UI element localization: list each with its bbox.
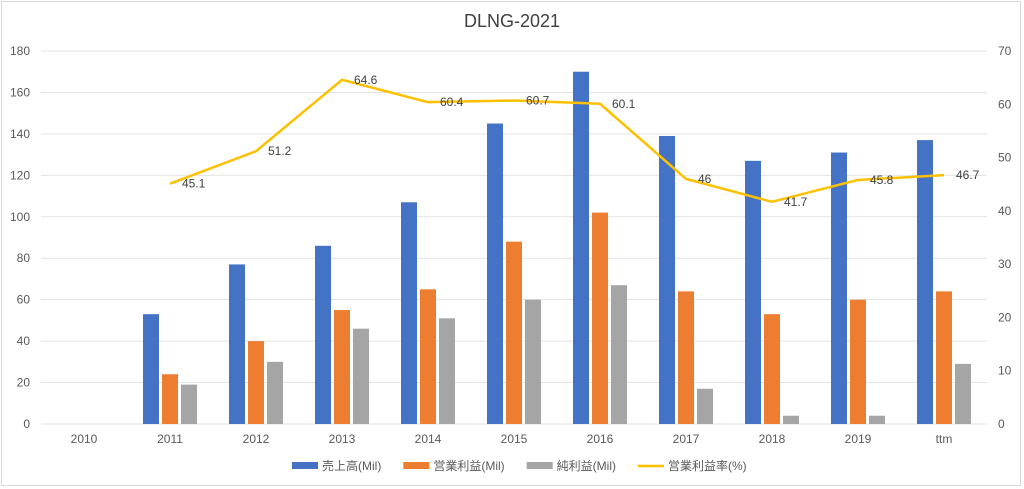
- y-left-tick-label: 160: [10, 85, 30, 99]
- x-tick-label: 2014: [415, 432, 442, 446]
- bar: [936, 291, 952, 424]
- bar: [831, 152, 847, 425]
- bar: [869, 415, 885, 424]
- bar: [678, 291, 694, 424]
- bar: [334, 310, 350, 424]
- bar: [439, 318, 455, 424]
- legend-label: 営業利益(Mil): [433, 459, 504, 473]
- data-label: 60.4: [440, 95, 464, 109]
- bar: [764, 314, 780, 424]
- y-left-tick-label: 80: [17, 251, 31, 265]
- legend-swatch: [292, 462, 318, 469]
- bar: [659, 135, 675, 424]
- y-left-tick-label: 20: [17, 376, 31, 390]
- bar: [143, 314, 159, 424]
- bar: [573, 71, 589, 424]
- y-right-tick-label: 60: [998, 97, 1012, 111]
- bar: [850, 299, 866, 424]
- bar: [353, 328, 369, 424]
- bar: [745, 160, 761, 425]
- y-left-tick-label: 60: [17, 293, 31, 307]
- x-tick-label: 2015: [501, 432, 528, 446]
- data-label: 60.1: [612, 97, 636, 111]
- bar: [162, 374, 178, 424]
- x-tick-label: 2010: [71, 432, 98, 446]
- data-label: 51.2: [268, 144, 292, 158]
- x-tick-label: 2013: [329, 432, 356, 446]
- x-tick-label: 2012: [243, 432, 270, 446]
- y-right-tick-label: 70: [998, 44, 1012, 58]
- y-left-tick-label: 140: [10, 127, 30, 141]
- x-tick-label: 2019: [845, 432, 872, 446]
- bar: [917, 140, 933, 424]
- bar: [315, 245, 331, 424]
- bar: [611, 285, 627, 424]
- y-right-tick-label: 40: [998, 204, 1012, 218]
- x-tick-label: ttm: [936, 432, 953, 446]
- x-tick-label: 2016: [587, 432, 614, 446]
- y-right-tick-label: 20: [998, 310, 1012, 324]
- y-right-tick-label: 0: [998, 417, 1005, 431]
- y-left-tick-label: 40: [17, 334, 31, 348]
- data-label: 45.1: [182, 177, 206, 191]
- line-series: [169, 78, 945, 204]
- legend-label: 純利益(Mil): [557, 459, 616, 473]
- data-label: 60.7: [526, 94, 550, 108]
- chart-title: DLNG-2021: [464, 11, 560, 31]
- data-label: 46.7: [956, 168, 980, 182]
- bar: [783, 415, 799, 424]
- legend-swatch: [526, 462, 553, 469]
- bar: [697, 388, 713, 424]
- legend-label: 営業利益率(%): [668, 458, 747, 473]
- bar: [487, 123, 503, 425]
- legend-label: 売上高(Mil): [322, 458, 381, 473]
- bar: [592, 212, 608, 424]
- bar: [248, 341, 264, 424]
- legend-swatch: [403, 462, 430, 469]
- bar: [229, 264, 245, 424]
- x-tick-label: 2018: [759, 432, 786, 446]
- x-tick-label: 2011: [157, 432, 183, 446]
- x-tick-label: 2017: [673, 432, 700, 446]
- bar: [181, 384, 197, 424]
- bar: [420, 289, 436, 424]
- data-label: 64.6: [354, 73, 378, 87]
- bar: [401, 202, 417, 424]
- data-label: 41.7: [784, 195, 808, 209]
- bar: [955, 363, 971, 424]
- y-left-tick-label: 100: [10, 210, 30, 224]
- bar: [525, 299, 541, 424]
- bar: [267, 361, 283, 424]
- data-label: 46: [698, 172, 712, 186]
- y-right-tick-label: 10: [998, 364, 1012, 378]
- y-right-tick-label: 30: [998, 257, 1012, 271]
- data-label: 45.8: [870, 173, 894, 187]
- y-right-tick-label: 50: [998, 151, 1012, 165]
- y-left-tick-label: 180: [10, 44, 30, 58]
- y-left-tick-label: 120: [10, 168, 30, 182]
- bar: [506, 241, 522, 424]
- y-left-tick-label: 0: [23, 417, 30, 431]
